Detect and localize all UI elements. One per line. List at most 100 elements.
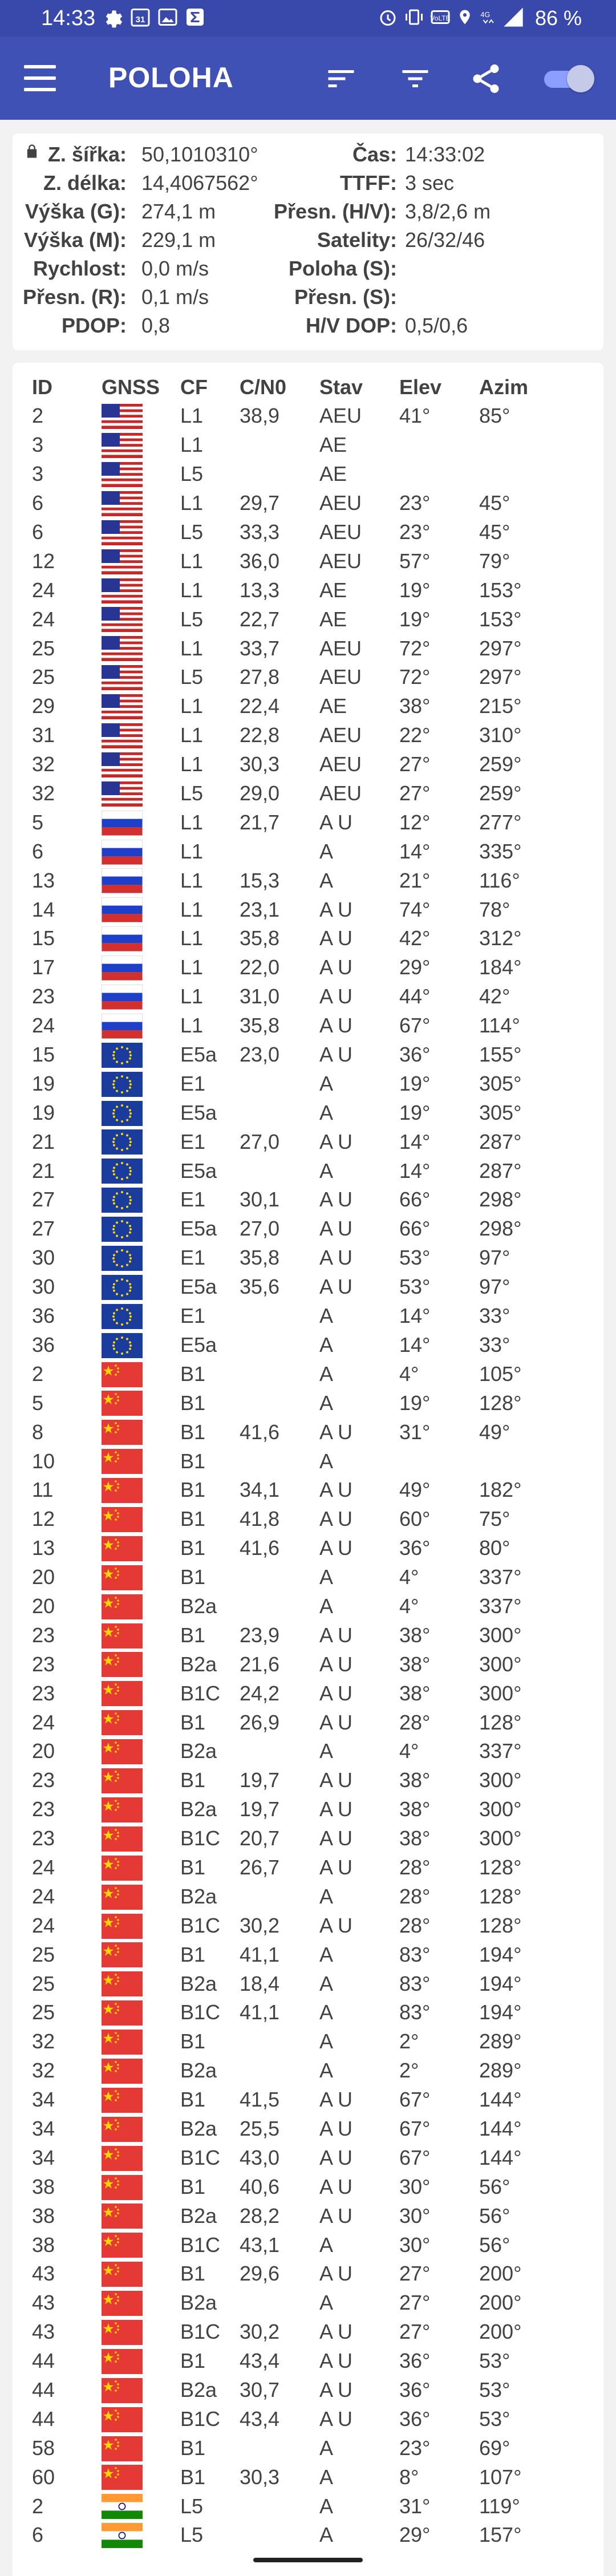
- table-row[interactable]: 2 L1 38,9 AEU 41° 85°: [32, 402, 559, 431]
- sat-id: 32: [32, 2059, 55, 2083]
- table-row[interactable]: 20 B1 A 4° 337°: [32, 1563, 559, 1592]
- header-id[interactable]: ID: [32, 375, 52, 399]
- sat-cn0: 41,6: [240, 1420, 280, 1444]
- table-row[interactable]: 23 B1 23,9 A U 38° 300°: [32, 1621, 559, 1650]
- table-row[interactable]: 13 B1 41,6 A U 36° 80°: [32, 1534, 559, 1563]
- table-row[interactable]: 23 L1 31,0 A U 44° 42°: [32, 982, 559, 1011]
- sat-stav: A: [319, 2494, 334, 2518]
- table-row[interactable]: 8 B1 41,6 A U 31° 49°: [32, 1417, 559, 1447]
- header-stav[interactable]: Stav: [319, 375, 363, 399]
- location-toggle-switch[interactable]: [540, 64, 597, 94]
- table-row[interactable]: 24 B1 26,9 A U 28° 128°: [32, 1708, 559, 1737]
- table-row[interactable]: 32 B2a A 2° 289°: [32, 2056, 559, 2085]
- table-row[interactable]: 25 B2a 18,4 A 83° 194°: [32, 1969, 559, 1998]
- table-row[interactable]: 32 B1 A 2° 289°: [32, 2027, 559, 2056]
- table-row[interactable]: 23 B1C 24,2 A U 38° 300°: [32, 1679, 559, 1708]
- table-row[interactable]: 27 E5a 27,0 A U 66° 298°: [32, 1214, 559, 1244]
- table-row[interactable]: 44 B2a 30,7 A U 36° 53°: [32, 2376, 559, 2405]
- sat-elev: 31°: [399, 2494, 431, 2518]
- table-row[interactable]: 2 B1 A 4° 105°: [32, 1359, 559, 1388]
- table-row[interactable]: 5 L1 21,7 A U 12° 277°: [32, 808, 559, 837]
- table-row[interactable]: 15 L1 35,8 A U 42° 312°: [32, 924, 559, 953]
- sat-stav: A: [319, 1942, 334, 1966]
- table-row[interactable]: 12 L1 36,0 AEU 57° 79°: [32, 546, 559, 576]
- table-row[interactable]: 19 E5a A 19° 305°: [32, 1098, 559, 1127]
- table-row[interactable]: 6 L5 33,3 AEU 23° 45°: [32, 518, 559, 547]
- table-row[interactable]: 25 L1 33,7 AEU 72° 297°: [32, 634, 559, 663]
- table-row[interactable]: 38 B1C 43,1 A 30° 56°: [32, 2230, 559, 2259]
- table-row[interactable]: 38 B1 40,6 A U 30° 56°: [32, 2172, 559, 2201]
- table-row[interactable]: 44 B1 43,4 A U 36° 53°: [32, 2347, 559, 2376]
- table-row[interactable]: 3 L5 AE: [32, 460, 559, 489]
- table-row[interactable]: 6 L5 A 29° 157°: [32, 2521, 559, 2550]
- table-row[interactable]: 11 B1 34,1 A U 49° 182°: [32, 1476, 559, 1505]
- table-row[interactable]: 12 B1 41,8 A U 60° 75°: [32, 1505, 559, 1534]
- table-row[interactable]: 21 E1 27,0 A U 14° 287°: [32, 1127, 559, 1156]
- table-row[interactable]: 43 B1C 30,2 A U 27° 200°: [32, 2318, 559, 2347]
- table-row[interactable]: 43 B2a A 27° 200°: [32, 2289, 559, 2318]
- table-row[interactable]: 2 L5 A 31° 119°: [32, 2492, 559, 2521]
- table-row[interactable]: 25 B1 41,1 A 83° 194°: [32, 1940, 559, 1969]
- table-row[interactable]: 13 L1 15,3 A 21° 116°: [32, 866, 559, 895]
- table-row[interactable]: 23 B2a 21,6 A U 38° 300°: [32, 1650, 559, 1679]
- table-row[interactable]: 34 B2a 25,5 A U 67° 144°: [32, 2115, 559, 2144]
- table-row[interactable]: 14 L1 23,1 A U 74° 78°: [32, 895, 559, 924]
- table-row[interactable]: 10 B1 A: [32, 1447, 559, 1476]
- table-row[interactable]: 6 L1 29,7 AEU 23° 45°: [32, 489, 559, 518]
- table-row[interactable]: 23 B1 19,7 A U 38° 300°: [32, 1766, 559, 1795]
- table-row[interactable]: 24 L5 22,7 AE 19° 153°: [32, 605, 559, 634]
- table-row[interactable]: 15 E5a 23,0 A U 36° 155°: [32, 1040, 559, 1070]
- home-handle[interactable]: [253, 2558, 363, 2562]
- table-row[interactable]: 23 B2a 19,7 A U 38° 300°: [32, 1795, 559, 1824]
- filter-icon[interactable]: [398, 62, 432, 96]
- share-icon[interactable]: [469, 62, 503, 96]
- table-row[interactable]: 30 E1 35,8 A U 53° 97°: [32, 1244, 559, 1273]
- table-row[interactable]: 24 L1 13,3 AE 19° 153°: [32, 576, 559, 605]
- table-row[interactable]: 24 B2a A 28° 128°: [32, 1882, 559, 1911]
- table-row[interactable]: 27 E1 30,1 A U 66° 298°: [32, 1185, 559, 1214]
- table-row[interactable]: 31 L1 22,8 AEU 22° 310°: [32, 721, 559, 750]
- sat-cf: L5: [180, 462, 204, 486]
- header-cf[interactable]: CF: [180, 375, 208, 399]
- gesture-navigation-bar[interactable]: [0, 2544, 616, 2576]
- table-row[interactable]: 20 B2a A 4° 337°: [32, 1592, 559, 1621]
- table-row[interactable]: 34 B1 41,5 A U 67° 144°: [32, 2085, 559, 2115]
- table-row[interactable]: 24 L1 35,8 A U 67° 114°: [32, 1011, 559, 1040]
- table-row[interactable]: 44 B1C 43,4 A U 36° 53°: [32, 2404, 559, 2433]
- table-row[interactable]: 34 B1C 43,0 A U 67° 144°: [32, 2143, 559, 2172]
- table-row[interactable]: 24 B1 26,7 A U 28° 128°: [32, 1853, 559, 1882]
- sat-cn0: 23,9: [240, 1623, 280, 1647]
- table-row[interactable]: 43 B1 29,6 A U 27° 200°: [32, 2259, 559, 2289]
- table-row[interactable]: 58 B1 A 23° 69°: [32, 2433, 559, 2462]
- header-elev[interactable]: Elev: [399, 375, 442, 399]
- table-row[interactable]: 6 L1 A 14° 335°: [32, 837, 559, 866]
- table-row[interactable]: 30 E5a 35,6 A U 53° 97°: [32, 1273, 559, 1302]
- sat-azim: 300°: [479, 1681, 522, 1705]
- table-row[interactable]: 23 B1C 20,7 A U 38° 300°: [32, 1824, 559, 1853]
- header-azim[interactable]: Azim: [479, 375, 529, 399]
- sat-stav: A U: [319, 1188, 353, 1212]
- alt-m-value: 229,1 m: [141, 228, 216, 252]
- sat-stav: AEU: [319, 549, 362, 573]
- table-row[interactable]: 19 E1 A 19° 305°: [32, 1069, 559, 1098]
- table-row[interactable]: 36 E1 A 14° 33°: [32, 1302, 559, 1331]
- table-row[interactable]: 36 E5a A 14° 33°: [32, 1331, 559, 1360]
- sort-icon[interactable]: [324, 62, 358, 96]
- table-row[interactable]: 38 B2a 28,2 A U 30° 56°: [32, 2201, 559, 2230]
- table-row[interactable]: 25 L5 27,8 AEU 72° 297°: [32, 663, 559, 692]
- table-row[interactable]: 3 L1 AE: [32, 431, 559, 460]
- table-row[interactable]: 29 L1 22,4 AE 38° 215°: [32, 692, 559, 721]
- table-row[interactable]: 32 L1 30,3 AEU 27° 259°: [32, 750, 559, 779]
- sat-cn0: 41,1: [240, 1942, 280, 1966]
- header-gnss[interactable]: GNSS: [102, 375, 160, 399]
- table-row[interactable]: 24 B1C 30,2 A U 28° 128°: [32, 1911, 559, 1940]
- table-row[interactable]: 20 B2a A 4° 337°: [32, 1737, 559, 1766]
- header-cn0[interactable]: C/N0: [240, 375, 287, 399]
- table-row[interactable]: 17 L1 22,0 A U 29° 184°: [32, 953, 559, 982]
- table-row[interactable]: 5 B1 A 19° 128°: [32, 1388, 559, 1417]
- table-row[interactable]: 25 B1C 41,1 A 83° 194°: [32, 1998, 559, 2027]
- table-row[interactable]: 60 B1 30,3 A 8° 107°: [32, 2462, 559, 2492]
- table-row[interactable]: 21 E5a A 14° 287°: [32, 1156, 559, 1185]
- menu-icon[interactable]: [24, 65, 56, 91]
- table-row[interactable]: 32 L5 29,0 AEU 27° 259°: [32, 779, 559, 808]
